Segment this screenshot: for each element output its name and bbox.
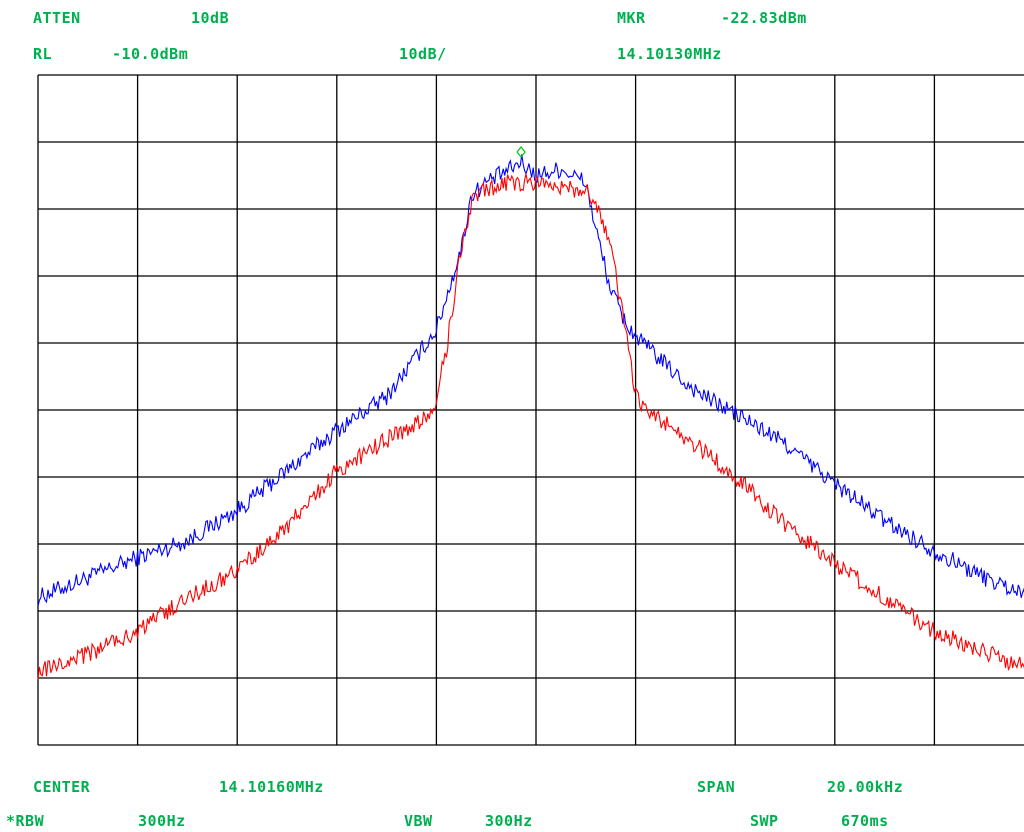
trace-line-1 xyxy=(37,154,1024,607)
rbw-label: *RBW xyxy=(6,812,45,830)
sweep-label: SWP xyxy=(750,812,779,830)
vbw-label: VBW xyxy=(404,812,433,830)
marker-frequency: 14.10130MHz xyxy=(617,45,722,63)
span-label: SPAN xyxy=(697,778,736,796)
scale-per-division: 10dB/ xyxy=(399,45,447,63)
center-label: CENTER xyxy=(33,778,91,796)
marker-diamond-icon xyxy=(516,146,526,158)
ref-level-value: -10.0dBm xyxy=(112,45,189,63)
center-frequency: 14.10160MHz xyxy=(219,778,324,796)
marker-layer xyxy=(516,146,526,158)
span-value: 20.00kHz xyxy=(827,778,904,796)
atten-label: ATTEN xyxy=(33,9,81,27)
ref-level-label: RL xyxy=(33,45,53,63)
atten-value: 10dB xyxy=(191,9,230,27)
marker-label: MKR xyxy=(617,9,646,27)
marker-level: -22.83dBm xyxy=(721,9,807,27)
plot-grid xyxy=(37,74,1024,746)
trace-layer xyxy=(37,154,1024,680)
sweep-time: 670ms xyxy=(841,812,889,830)
vbw-value: 300Hz xyxy=(485,812,533,830)
rbw-value: 300Hz xyxy=(138,812,186,830)
trace-line-2 xyxy=(37,173,1024,680)
